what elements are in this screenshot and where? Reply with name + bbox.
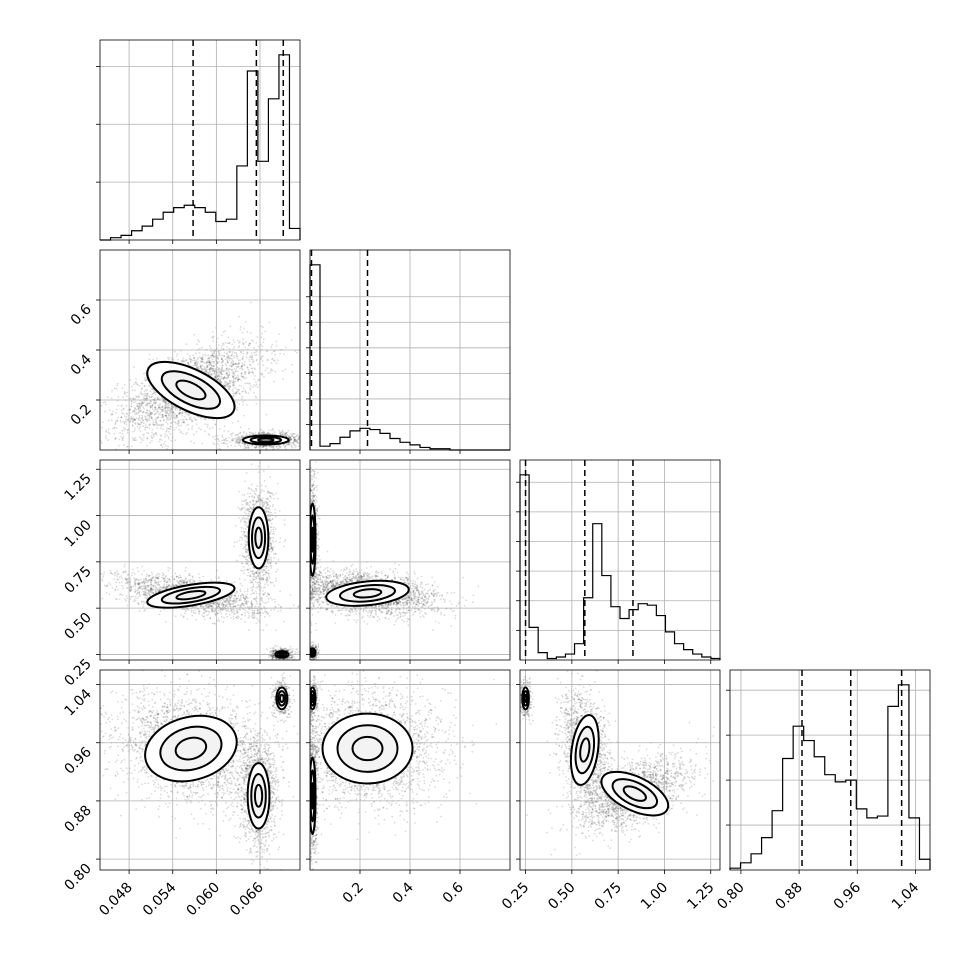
- contour-level: [253, 783, 264, 808]
- panel-frame: [729, 669, 931, 871]
- x-tick-label: 1.25: [684, 880, 717, 913]
- y-tick-label: 0.25: [61, 656, 94, 689]
- x-tick-label: 0.4: [390, 879, 417, 906]
- scatter-3-2: [520, 670, 715, 856]
- x-tick-label: 0.054: [140, 879, 180, 919]
- scatter-2-0: [100, 462, 300, 660]
- x-tick-label: 0.048: [96, 880, 136, 920]
- x-tick-label: 0.2: [340, 880, 367, 907]
- contour-level: [278, 693, 285, 704]
- y-tick-label: 1.00: [61, 517, 94, 550]
- contour-level: [278, 652, 285, 657]
- contour-level: [175, 590, 207, 601]
- contour-level: [310, 782, 315, 810]
- x-tick-label: 0.6: [440, 879, 467, 906]
- x-tick-label: 0.80: [714, 880, 747, 913]
- contours-2-0: [146, 506, 290, 659]
- contours-1-0: [146, 360, 290, 446]
- marks-layer: [100, 40, 931, 870]
- histogram-2: [519, 474, 721, 660]
- contour-level: [254, 526, 263, 549]
- contour-level: [579, 737, 591, 763]
- contour-level: [310, 693, 315, 704]
- y-tick-label: 0.88: [61, 802, 94, 835]
- y-tick-label: 0.96: [61, 744, 94, 777]
- frames-layer: [96, 39, 931, 874]
- panel-frame: [99, 39, 301, 241]
- contour-level: [310, 526, 315, 553]
- y-tick-label: 0.75: [61, 563, 94, 596]
- x-tick-label: 1.00: [638, 880, 671, 913]
- histogram-3: [729, 684, 931, 870]
- contours-3-2: [521, 686, 670, 817]
- y-tick-label: 0.80: [61, 861, 94, 894]
- x-tick-label: 0.066: [227, 879, 267, 919]
- y-tick-label: 1.04: [61, 686, 94, 719]
- y-tick-label: 0.2: [68, 402, 95, 429]
- y-tick-label: 0.6: [68, 301, 95, 328]
- contours-3-0: [144, 686, 289, 830]
- x-tick-label: 0.96: [831, 879, 864, 912]
- x-tick-label: 0.88: [773, 880, 806, 913]
- contour-level: [523, 693, 528, 704]
- y-tick-label: 0.4: [68, 351, 95, 378]
- panel-frame: [99, 669, 301, 871]
- x-tick-label: 1.04: [889, 879, 922, 912]
- panel-frame: [519, 669, 721, 871]
- x-tick-label: 0.25: [499, 880, 532, 913]
- contours-3-1: [310, 686, 414, 835]
- contour-level: [351, 735, 384, 762]
- panel-frame: [519, 459, 721, 661]
- scatter-2-1: [310, 461, 480, 660]
- contour-level: [174, 736, 208, 761]
- y-tick-label: 0.50: [61, 610, 94, 643]
- contour-level: [175, 379, 207, 401]
- contour-level: [310, 650, 315, 655]
- x-tick-label: 0.50: [545, 880, 578, 913]
- x-tick-label: 0.75: [592, 880, 625, 913]
- contour-level: [257, 437, 275, 443]
- x-tick-label: 0.060: [184, 880, 224, 920]
- scatter-3-1: [310, 670, 498, 870]
- contour-level: [622, 785, 647, 802]
- panel-frame: [99, 459, 301, 661]
- y-tick-label: 1.25: [61, 471, 94, 504]
- contour-level: [352, 588, 383, 599]
- contours-2-1: [310, 502, 410, 658]
- histogram-0: [100, 54, 301, 241]
